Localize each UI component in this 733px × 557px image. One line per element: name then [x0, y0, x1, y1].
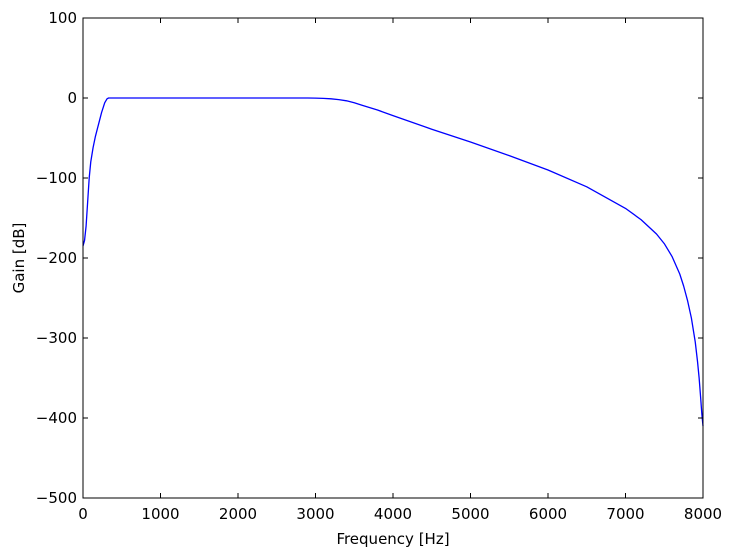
plot-frame: [82, 17, 704, 499]
x-axis-label: Frequency [Hz]: [336, 530, 449, 548]
y-tick-label: −200: [36, 249, 77, 267]
y-tick-label: −100: [36, 169, 77, 187]
x-tick-label: 8000: [684, 505, 722, 523]
y-tick-label: −500: [36, 489, 77, 507]
x-tick-label: 5000: [451, 505, 489, 523]
y-tick-label: −300: [36, 329, 77, 347]
ticks-layer: [82, 17, 704, 499]
series-line: [82, 97, 704, 427]
x-tick-label: 7000: [606, 505, 644, 523]
y-tick-label: −400: [36, 409, 77, 427]
x-tick-label: 3000: [296, 505, 334, 523]
x-tick-label: 6000: [529, 505, 567, 523]
tick-labels-layer: 0 1000 2000 3000 4000 5000 6000 7000 80001000−10…: [36, 9, 722, 523]
x-tick-label: 4000: [374, 505, 412, 523]
y-tick-label: 0: [67, 89, 77, 107]
y-axis-label: Gain [dB]: [10, 223, 28, 294]
x-tick-label: 0: [78, 505, 88, 523]
y-tick-label: 100: [48, 9, 77, 27]
x-tick-label: 1000: [141, 505, 179, 523]
series-layer: [82, 97, 704, 427]
x-tick-label: 2000: [219, 505, 257, 523]
